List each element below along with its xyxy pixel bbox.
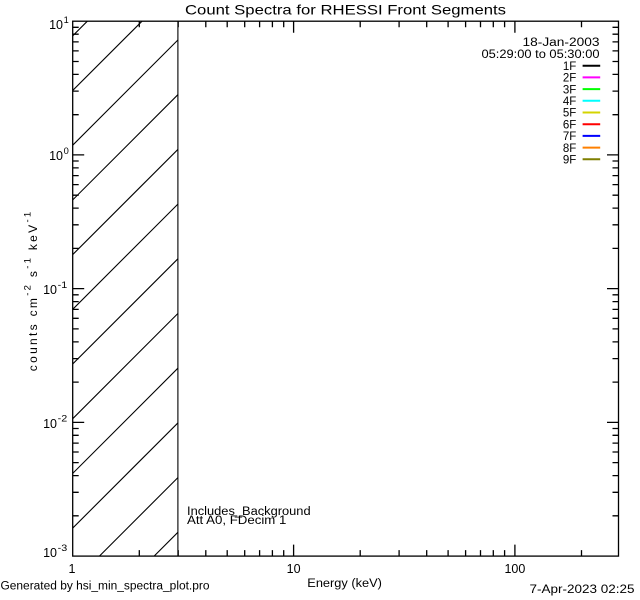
svg-text:Energy (keV): Energy (keV) — [307, 578, 382, 590]
svg-text:Generated by hsi_min_spectra_p: Generated by hsi_min_spectra_plot.pro — [1, 581, 210, 593]
svg-text:2F: 2F — [563, 73, 576, 85]
svg-text:1F: 1F — [563, 61, 576, 73]
svg-text:100: 100 — [504, 562, 525, 576]
svg-text:10: 10 — [49, 18, 63, 32]
svg-text:4F: 4F — [563, 96, 576, 108]
svg-text:10: 10 — [43, 417, 57, 431]
svg-text:7F: 7F — [563, 131, 576, 143]
svg-text:6F: 6F — [563, 119, 576, 131]
svg-text:-1: -1 — [58, 280, 68, 290]
svg-text:1: 1 — [64, 15, 69, 25]
svg-text:05:29:00 to 05:30:00: 05:29:00 to 05:30:00 — [482, 49, 600, 61]
svg-text:8F: 8F — [563, 143, 576, 155]
svg-text:Includes_Background: Includes_Background — [187, 506, 311, 518]
svg-text:counts cm-2 s-1 keV-1: counts cm-2 s-1 keV-1 — [23, 209, 41, 371]
svg-text:1: 1 — [69, 562, 76, 576]
svg-text:10: 10 — [287, 562, 301, 576]
svg-text:7-Apr-2023 02:25: 7-Apr-2023 02:25 — [530, 584, 635, 596]
svg-text:5F: 5F — [563, 108, 576, 120]
svg-text:0: 0 — [64, 146, 69, 156]
svg-text:10: 10 — [49, 149, 63, 163]
svg-text:-3: -3 — [58, 543, 68, 553]
svg-text:10: 10 — [43, 546, 57, 560]
svg-text:3F: 3F — [563, 84, 576, 96]
svg-text:Att A0, FDecim 1: Att A0, FDecim 1 — [187, 515, 286, 527]
svg-text:18-Jan-2003: 18-Jan-2003 — [523, 37, 600, 49]
svg-text:9F: 9F — [563, 155, 576, 167]
svg-text:Count Spectra for RHESSI Front: Count Spectra for RHESSI Front Segments — [185, 1, 506, 17]
svg-text:10: 10 — [43, 283, 57, 297]
svg-text:-2: -2 — [58, 414, 68, 424]
